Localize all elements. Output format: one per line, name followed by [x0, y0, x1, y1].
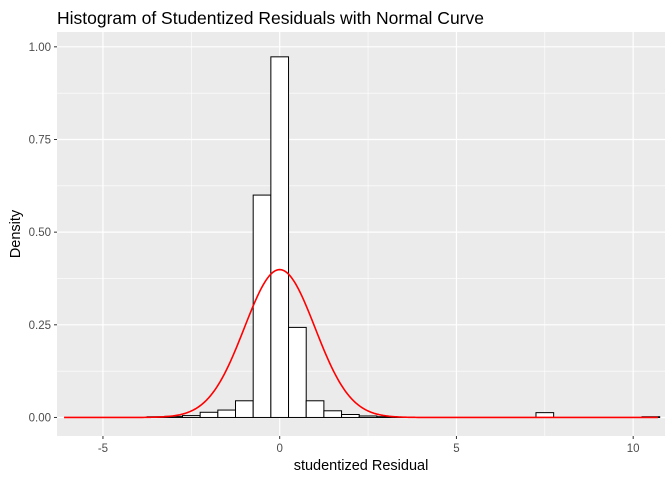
chart-title: Histogram of Studentized Residuals with … [57, 8, 484, 28]
y-tick-label: 1.00 [29, 42, 51, 54]
histogram-bar [341, 414, 360, 418]
y-tick-label: 0.25 [29, 320, 51, 332]
histogram-bar [252, 194, 272, 418]
y-axis-ticks: 0.00 0.25 0.50 0.75 1.00 [29, 42, 57, 424]
histogram-bar [270, 56, 290, 418]
normal-curve [64, 268, 658, 419]
y-tick-label: 0.50 [29, 227, 51, 239]
y-axis-title: Density [8, 209, 24, 258]
plot-panel [57, 32, 665, 436]
histogram-bar [217, 409, 237, 418]
normal-curve-layer [64, 268, 658, 419]
histogram-bar [323, 410, 343, 418]
histogram-bar [305, 400, 325, 418]
histogram-bar [199, 411, 219, 418]
histogram-bar [181, 415, 201, 418]
histogram-bars [146, 56, 661, 418]
x-axis-ticks: -5 0 5 10 [98, 436, 640, 455]
y-tick-label: 0.00 [29, 412, 51, 424]
x-tick-label: 10 [627, 443, 640, 455]
x-tick-label: 0 [276, 443, 282, 455]
x-axis-title: studentized Residual [294, 458, 429, 474]
y-tick-label: 0.75 [29, 134, 51, 146]
histogram-bar [288, 326, 307, 418]
x-tick-label: -5 [98, 443, 108, 455]
histogram-bar [358, 415, 378, 418]
histogram-bar [235, 400, 254, 418]
x-tick-label: 5 [453, 443, 459, 455]
